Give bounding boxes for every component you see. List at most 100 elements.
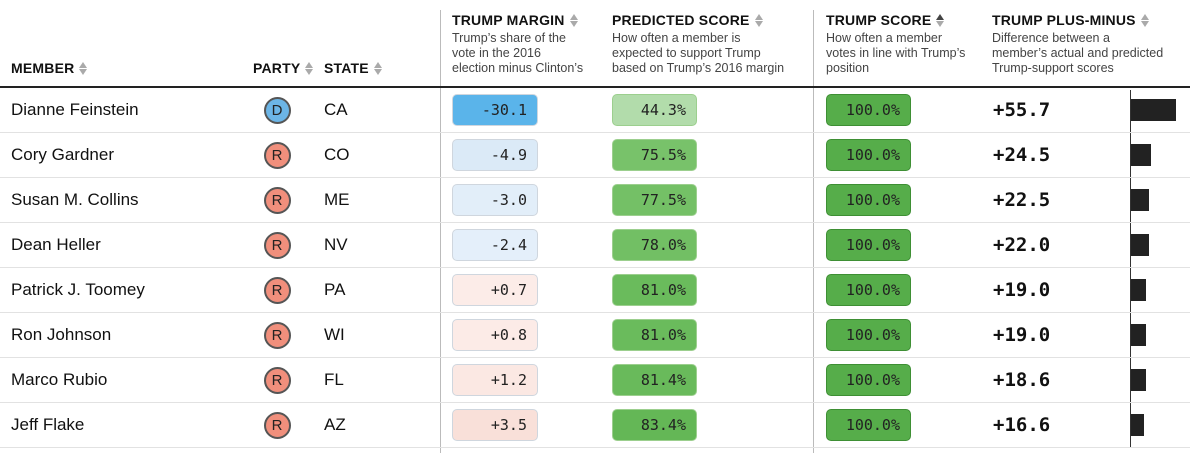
trump-margin-value: +1.2 [452,364,538,396]
predicted-score-value: 78.0% [612,229,697,261]
column-divider [813,10,814,453]
plus-minus-header[interactable]: TRUMP PLUS-MINUS Difference between a mem… [992,12,1163,100]
party-cell: R [262,313,292,357]
plus-minus-bar [1131,324,1147,346]
plus-minus-axis [1130,90,1131,447]
table-row: Susan M. Collins R ME -3.0 77.5% 100.0% +22.5 [0,178,1190,223]
trump-score-value: 100.0% [826,94,911,126]
state-code: NV [324,235,348,254]
predicted-score-value: 81.0% [612,274,697,306]
party-header[interactable]: PARTY [253,60,314,80]
table-row: Dianne Feinstein D CA -30.1 44.3% 100.0% +55.7 [0,88,1190,133]
plus-minus-header-label: TRUMP PLUS-MINUS [992,12,1136,28]
member-header[interactable]: MEMBER [11,60,88,80]
state-header-label: STATE [324,60,369,76]
plus-minus-value: +16.6 [993,414,1051,436]
trump-margin-value: -30.1 [452,94,538,126]
plus-minus-value: +19.0 [993,324,1051,346]
party-badge: R [263,366,291,394]
plus-minus-value: +19.0 [993,279,1051,301]
member-name: Patrick J. Toomey [11,280,145,299]
member-header-label: MEMBER [11,60,75,76]
member-name: Ron Johnson [11,325,112,344]
predicted-header-description: How often a member is expected to support… [612,31,785,75]
state-code: CO [324,145,350,164]
party-cell: R [262,403,292,447]
table-row: Patrick J. Toomey R PA +0.7 81.0% 100.0% +19.0 [0,268,1190,313]
table-row: Dean Heller R NV -2.4 78.0% 100.0% +22.0 [0,223,1190,268]
margin-header[interactable]: TRUMP MARGIN Trump’s share of the vote in… [452,12,583,100]
predicted-header[interactable]: PREDICTED SCORE How often a member is exp… [612,12,784,100]
plus-minus-bar [1131,189,1149,211]
member-name: Jeff Flake [11,415,85,434]
member-name: Dianne Feinstein [11,100,139,119]
state-code: FL [324,370,344,389]
party-cell: D [262,88,292,132]
party-badge: R [263,411,291,439]
state-code: ME [324,190,350,209]
score-header[interactable]: TRUMP SCORE How often a member votes in l… [826,12,965,100]
trump-margin-value: -4.9 [452,139,538,171]
plus-minus-value: +55.7 [993,99,1051,121]
member-name: Cory Gardner [11,145,114,164]
trump-margin-value: +3.5 [452,409,538,441]
state-code: AZ [324,415,346,434]
plus-minus-bar [1131,234,1149,256]
party-cell: R [262,268,292,312]
party-badge: R [263,141,291,169]
trump-score-value: 100.0% [826,229,911,261]
sort-icon[interactable] [373,61,382,75]
sort-icon[interactable] [79,61,88,75]
sort-icon[interactable] [305,61,314,75]
party-badge: R [263,186,291,214]
party-badge: R [263,276,291,304]
member-name: Marco Rubio [11,370,108,389]
sort-icon[interactable] [1140,13,1149,27]
trump-margin-value: +0.7 [452,274,538,306]
trump-score-value: 100.0% [826,319,911,351]
party-cell: R [262,358,292,402]
predicted-score-value: 75.5% [612,139,697,171]
predicted-score-value: 81.0% [612,319,697,351]
trump-score-value: 100.0% [826,274,911,306]
state-header[interactable]: STATE [324,60,382,80]
state-code: CA [324,100,348,119]
party-badge: R [263,321,291,349]
party-cell: R [262,133,292,177]
party-cell: R [262,223,292,267]
table-header: MEMBER PARTY STATE TRUMP MARGIN Trump’s … [0,0,1199,88]
member-name: Susan M. Collins [11,190,139,209]
state-code: WI [324,325,345,344]
predicted-header-label: PREDICTED SCORE [612,12,750,28]
margin-header-description: Trump’s share of the vote in the 2016 elec… [452,31,584,75]
party-cell: R [262,178,292,222]
trump-score-value: 100.0% [826,139,911,171]
sort-active-icon[interactable] [936,13,945,27]
header-rule [0,86,1190,88]
state-code: PA [324,280,346,299]
table-row: Jeff Flake R AZ +3.5 83.4% 100.0% +16.6 [0,403,1190,448]
plus-minus-bar [1131,414,1145,436]
predicted-score-value: 81.4% [612,364,697,396]
column-divider [440,10,441,453]
plus-minus-bar [1131,279,1147,301]
plus-minus-header-description: Difference between a member’s actual and … [992,31,1164,75]
sort-icon[interactable] [569,13,578,27]
score-header-label: TRUMP SCORE [826,12,932,28]
plus-minus-bar [1131,369,1146,391]
score-header-description: How often a member votes in line with Tru… [826,31,966,75]
plus-minus-bar [1131,99,1176,121]
member-name: Dean Heller [11,235,101,254]
trump-margin-value: -2.4 [452,229,538,261]
predicted-score-value: 44.3% [612,94,697,126]
plus-minus-value: +22.0 [993,234,1051,256]
predicted-score-value: 77.5% [612,184,697,216]
predicted-score-value: 83.4% [612,409,697,441]
sort-icon[interactable] [754,13,763,27]
trump-score-value: 100.0% [826,364,911,396]
plus-minus-value: +22.5 [993,189,1051,211]
plus-minus-value: +18.6 [993,369,1051,391]
trump-margin-value: -3.0 [452,184,538,216]
trump-margin-value: +0.8 [452,319,538,351]
